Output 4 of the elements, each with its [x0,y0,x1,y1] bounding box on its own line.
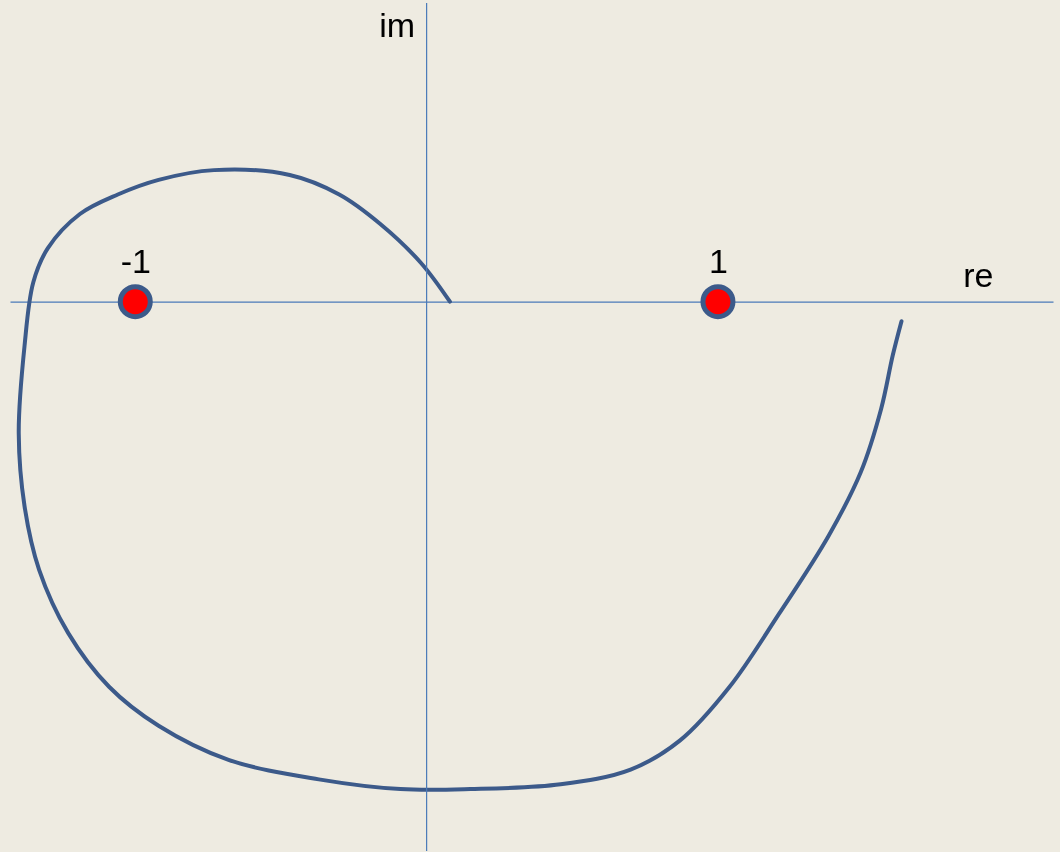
x-axis-title: re [963,256,994,295]
y-axis-title: im [379,5,416,44]
x-tick-label: 1 [709,242,728,281]
x-tick-label: -1 [120,242,151,281]
